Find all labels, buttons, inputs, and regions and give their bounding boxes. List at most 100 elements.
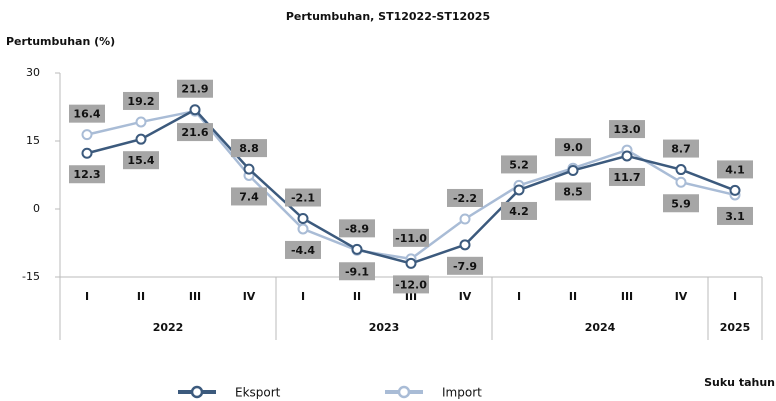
data-label-text: -12.0 (395, 278, 427, 291)
data-label-text: 13.0 (613, 123, 640, 136)
data-label-box (609, 167, 645, 186)
data-label-box (69, 104, 105, 123)
data-label: 9.0 (555, 138, 591, 157)
data-label-box (285, 188, 321, 207)
data-label-text: 21.9 (181, 83, 208, 96)
x-tick-label: IV (675, 290, 688, 303)
data-label: 11.7 (609, 167, 645, 186)
point (297, 223, 309, 235)
data-label-text: 21.6 (181, 126, 208, 139)
chart-title: Pertumbuhan, ST12022-ST12025 (286, 10, 490, 23)
x-tick-label: I (517, 290, 521, 303)
x-tick-label: II (353, 290, 361, 303)
data-label: 8.8 (231, 139, 267, 158)
point (459, 239, 471, 251)
data-label-box (69, 165, 105, 184)
point (729, 184, 741, 196)
x-group-label: 2023 (369, 321, 400, 334)
y-tick-label: 15 (26, 134, 40, 147)
data-label: 21.6 (177, 123, 213, 142)
data-label: -11.0 (393, 228, 429, 247)
data-label-box (393, 228, 429, 247)
data-label-box (393, 275, 429, 294)
data-label: -2.2 (447, 188, 483, 207)
point (675, 176, 687, 188)
data-label: 5.2 (501, 155, 537, 174)
data-label: -4.4 (285, 240, 321, 259)
data-label: 16.4 (69, 104, 105, 123)
data-label: 4.2 (501, 201, 537, 220)
data-label: -9.1 (339, 262, 375, 281)
y-axis-label: Pertumbuhan (%) (6, 35, 115, 48)
data-label: -2.1 (285, 188, 321, 207)
point (675, 164, 687, 176)
point (81, 147, 93, 159)
x-tick-label: II (569, 290, 577, 303)
x-tick-label: I (301, 290, 305, 303)
data-label-box (609, 120, 645, 139)
y-tick-label: 0 (33, 202, 40, 215)
x-tick-label: II (137, 290, 145, 303)
data-label-text: 8.7 (671, 143, 691, 156)
point (513, 184, 525, 196)
x-tick-label: IV (459, 290, 472, 303)
data-label-text: -2.2 (453, 192, 477, 205)
data-label-text: -2.1 (291, 192, 315, 205)
point (351, 243, 363, 255)
data-label-box (123, 91, 159, 110)
data-label: 8.7 (663, 139, 699, 158)
data-label-box (555, 182, 591, 201)
data-label-text: 4.2 (509, 205, 529, 218)
data-label-box (177, 123, 213, 142)
data-label-text: -11.0 (395, 232, 427, 245)
data-label-text: 11.7 (613, 171, 640, 184)
data-label-text: 12.3 (73, 168, 100, 181)
data-label: 3.1 (717, 206, 753, 225)
data-label: 8.5 (555, 182, 591, 201)
data-label-box (501, 155, 537, 174)
x-tick-label: III (621, 290, 633, 303)
data-label-text: -7.9 (453, 260, 477, 273)
data-label-text: 16.4 (73, 108, 100, 121)
data-label: 5.9 (663, 194, 699, 213)
data-label-box (177, 79, 213, 98)
data-label-box (339, 219, 375, 238)
x-tick-label: III (189, 290, 201, 303)
data-label-box (285, 240, 321, 259)
legend-marker (190, 385, 204, 399)
x-tick-label: IV (243, 290, 256, 303)
data-label-text: 5.2 (509, 158, 529, 171)
data-label: -12.0 (393, 275, 429, 294)
data-label-box (555, 138, 591, 157)
data-label-text: 7.4 (239, 190, 259, 203)
data-label: 12.3 (69, 165, 105, 184)
data-label-box (447, 256, 483, 275)
data-label-box (501, 201, 537, 220)
data-label-box (231, 139, 267, 158)
point (81, 129, 93, 141)
x-group-label: 2024 (585, 321, 616, 334)
point (405, 257, 417, 269)
data-label-text: 15.4 (127, 154, 154, 167)
data-label-box (717, 160, 753, 179)
data-label-text: 3.1 (725, 210, 745, 223)
x-tick-label: I (733, 290, 737, 303)
point (135, 116, 147, 128)
legend-label: Eksport (235, 386, 281, 400)
data-label-text: 8.8 (239, 142, 259, 155)
data-label-box (717, 206, 753, 225)
data-label: 13.0 (609, 120, 645, 139)
y-tick-label: 30 (26, 66, 40, 79)
data-label-text: 9.0 (563, 141, 583, 154)
data-label-text: -4.4 (291, 244, 315, 257)
x-tick-label: I (85, 290, 89, 303)
data-label-box (339, 262, 375, 281)
data-label-box (447, 188, 483, 207)
data-label-box (123, 151, 159, 170)
data-label-text: -9.1 (345, 265, 369, 278)
data-label: 4.1 (717, 160, 753, 179)
point (189, 104, 201, 116)
data-label-box (663, 194, 699, 213)
legend-label: Import (442, 386, 482, 400)
